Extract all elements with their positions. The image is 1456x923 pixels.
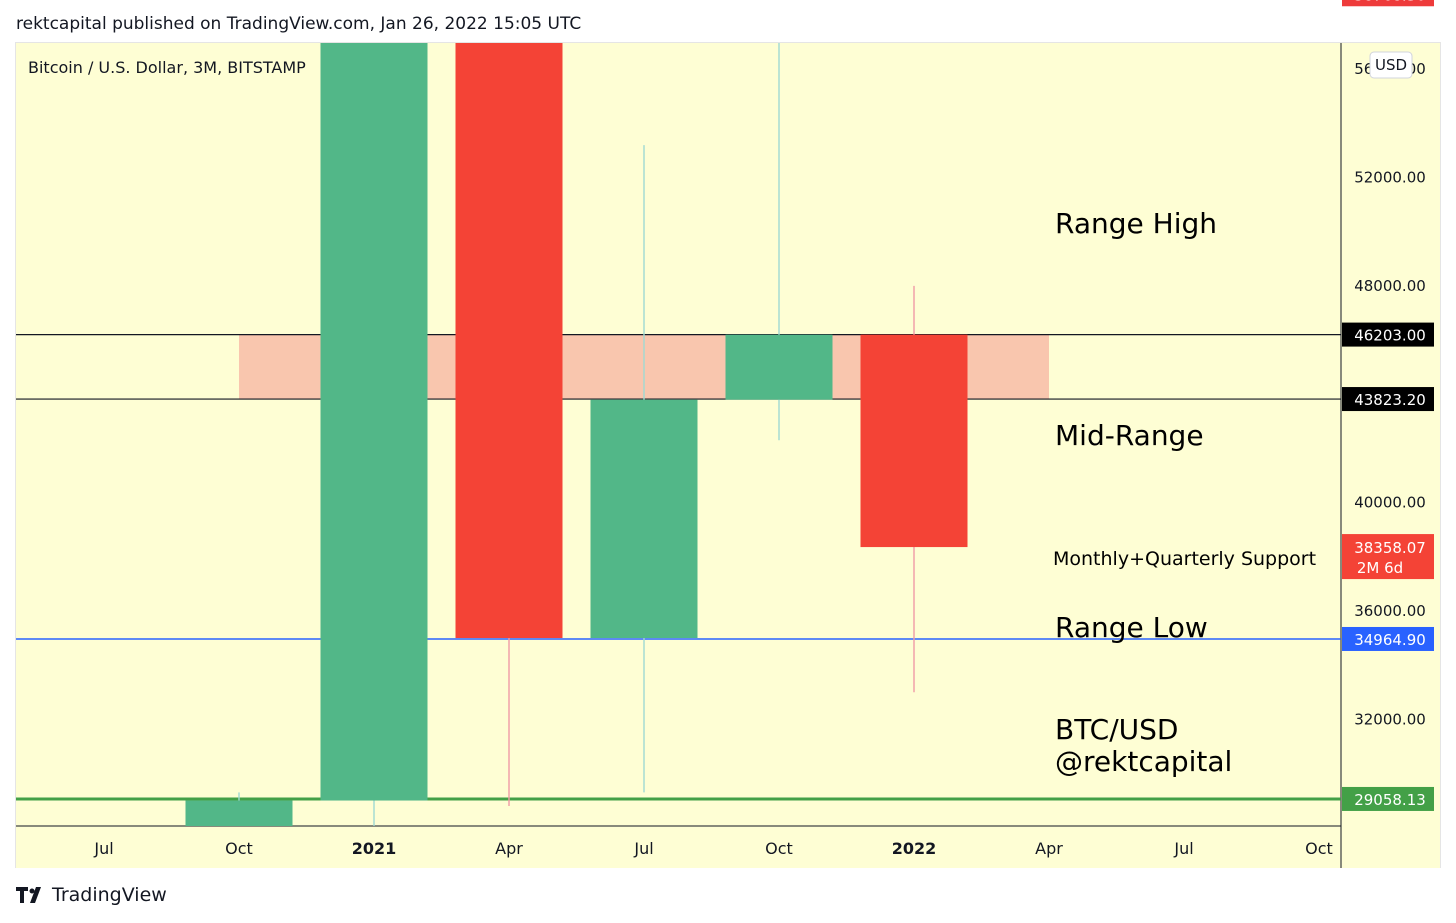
- price-label: 58768.30: [1354, 0, 1426, 4]
- tradingview-brand[interactable]: TradingView: [16, 884, 167, 906]
- price-label-box: [1342, 626, 1434, 651]
- last-price-box: [1342, 534, 1434, 580]
- candle-body: [860, 334, 968, 548]
- time-axis-background: [16, 826, 1341, 868]
- annotation-range-low: Range Low: [1055, 611, 1208, 644]
- x-tick-label: Oct: [1305, 839, 1333, 858]
- currency-button: [1369, 51, 1413, 79]
- candle-body: [185, 800, 293, 826]
- annotation-mid-range: Mid-Range: [1055, 419, 1204, 452]
- price-label: 43823.20: [1354, 391, 1426, 409]
- last-price-countdown: 2M 6d: [1357, 559, 1403, 577]
- footer-brand-text: TradingView: [52, 884, 167, 906]
- publish-header: rektcapital published on TradingView.com…: [16, 14, 582, 34]
- x-tick-label: Oct: [765, 839, 793, 858]
- x-tick-label: 2021: [352, 839, 397, 858]
- candle-body: [590, 399, 698, 639]
- annotation-author: @rektcapital: [1055, 745, 1232, 778]
- price-label-box: [1342, 322, 1434, 347]
- price-axis-background: [1341, 43, 1440, 868]
- price-label-box: [1342, 0, 1434, 7]
- x-tick-label: 2022: [892, 839, 937, 858]
- price-label: 29058.13: [1354, 791, 1426, 809]
- x-tick-label: Jul: [1173, 839, 1193, 858]
- y-tick-label: 32000.00: [1354, 710, 1426, 728]
- y-tick-label: 52000.00: [1354, 169, 1426, 187]
- x-tick-label: Apr: [495, 839, 523, 858]
- y-tick-label: 40000.00: [1354, 494, 1426, 512]
- y-tick-label: 48000.00: [1354, 277, 1426, 295]
- last-price-label: 38358.07: [1354, 539, 1426, 557]
- price-label: 46203.00: [1354, 327, 1426, 345]
- currency-button-label[interactable]: USD: [1375, 56, 1407, 74]
- tradingview-logo-icon: [16, 887, 41, 903]
- price-label-box: [1342, 786, 1434, 811]
- candle-body: [320, 43, 428, 801]
- price-label-box: [1342, 387, 1434, 412]
- x-tick-label: Oct: [225, 839, 253, 858]
- candle-body: [725, 334, 833, 400]
- annotation-range-high: Range High: [1055, 207, 1217, 240]
- candle-body: [455, 43, 563, 639]
- chart-title: Bitcoin / U.S. Dollar, 3M, BITSTAMP: [28, 58, 306, 77]
- x-tick-label: Jul: [633, 839, 653, 858]
- annotation-pair: BTC/USD: [1055, 713, 1178, 746]
- y-tick-label: 36000.00: [1354, 602, 1426, 620]
- x-tick-label: Apr: [1035, 839, 1063, 858]
- x-tick-label: Jul: [93, 839, 113, 858]
- price-label: 34964.90: [1354, 631, 1426, 649]
- annotation-support: Monthly+Quarterly Support: [1053, 548, 1316, 570]
